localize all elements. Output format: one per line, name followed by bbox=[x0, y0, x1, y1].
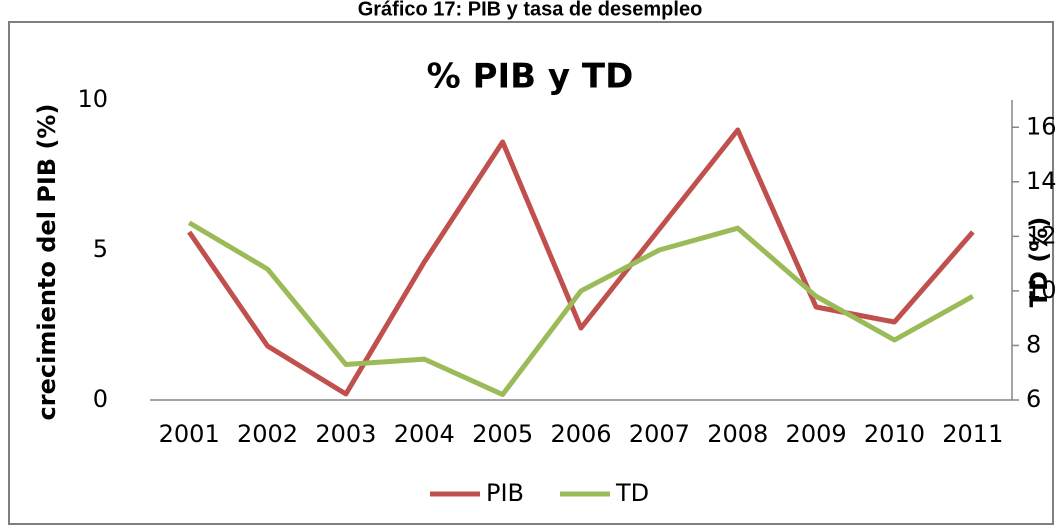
y2-tick-label: 14 bbox=[1026, 167, 1057, 195]
series-line bbox=[187, 220, 975, 398]
chart-frame bbox=[8, 21, 1054, 525]
y-tick-label: 0 bbox=[93, 385, 108, 413]
y2-axis-title: TD (%) bbox=[1025, 217, 1053, 308]
y2-tick-label: 10 bbox=[1026, 276, 1057, 304]
x-tick-label: 2006 bbox=[550, 420, 611, 448]
y-tick-label: 5 bbox=[93, 235, 108, 263]
x-tick-label: 2004 bbox=[394, 420, 455, 448]
caption: Gráfico 17: PIB y tasa de desempleo bbox=[358, 0, 703, 20]
x-tick-label: 2009 bbox=[786, 420, 847, 448]
x-tick-label: 2001 bbox=[159, 420, 220, 448]
y2-tick-label: 8 bbox=[1026, 330, 1041, 358]
x-tick-label: 2003 bbox=[315, 420, 376, 448]
legend-label: PIB bbox=[486, 479, 524, 507]
x-tick-label: 2007 bbox=[629, 420, 690, 448]
chart-title: % PIB y TD bbox=[427, 57, 634, 97]
x-tick-label: 2010 bbox=[864, 420, 925, 448]
x-tick-label: 2005 bbox=[472, 420, 533, 448]
legend-label: TD bbox=[615, 479, 649, 507]
x-tick-label: 2002 bbox=[237, 420, 298, 448]
y2-tick-label: 12 bbox=[1026, 221, 1057, 249]
y2-tick-label: 6 bbox=[1026, 385, 1041, 413]
y-tick-label: 10 bbox=[77, 85, 108, 113]
x-tick-label: 2008 bbox=[707, 420, 768, 448]
y-axis-title: crecimiento del PIB (%) bbox=[33, 104, 61, 421]
x-tick-label: 2011 bbox=[942, 420, 1003, 448]
y2-tick-label: 16 bbox=[1026, 112, 1057, 140]
